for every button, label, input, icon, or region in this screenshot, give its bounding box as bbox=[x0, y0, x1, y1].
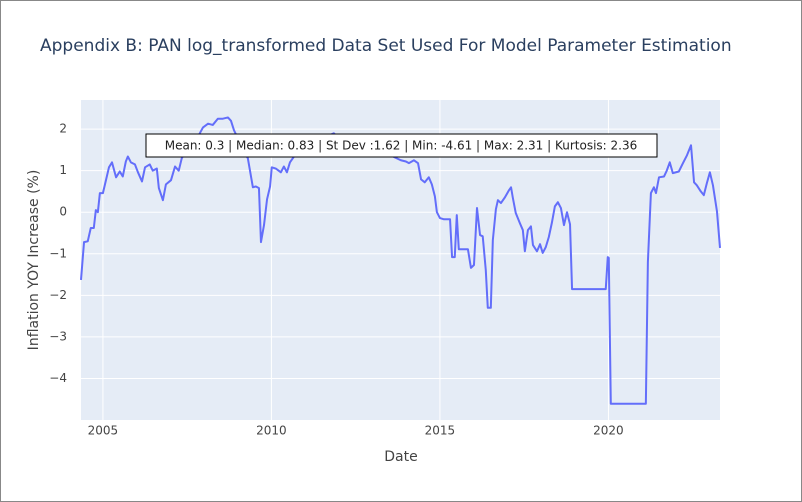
y-tick-label: 0 bbox=[59, 205, 67, 219]
x-tick-label: 2010 bbox=[256, 424, 287, 438]
x-tick-label: 2020 bbox=[593, 424, 624, 438]
y-tick-label: −3 bbox=[49, 329, 67, 343]
data-line bbox=[80, 116, 721, 405]
y-tick-label: 2 bbox=[59, 122, 67, 136]
y-tick-label: −4 bbox=[49, 371, 67, 385]
x-tick-label: 2015 bbox=[425, 424, 456, 438]
y-tick-label: −2 bbox=[49, 288, 67, 302]
chart-title: Appendix B: PAN log_transformed Data Set… bbox=[40, 36, 732, 56]
annotation: Mean: 0.3 | Median: 0.83 | St Dev :1.62 … bbox=[165, 139, 638, 153]
annotation-box bbox=[145, 133, 658, 158]
marks bbox=[80, 116, 721, 405]
x-axis-label: Date bbox=[384, 449, 417, 465]
y-tick-label: 1 bbox=[59, 163, 67, 177]
x-tick-label: 2005 bbox=[88, 424, 119, 438]
y-tick-label: −1 bbox=[49, 246, 67, 260]
y-axis-label: Inflation YOY Increase (%) bbox=[26, 170, 42, 351]
